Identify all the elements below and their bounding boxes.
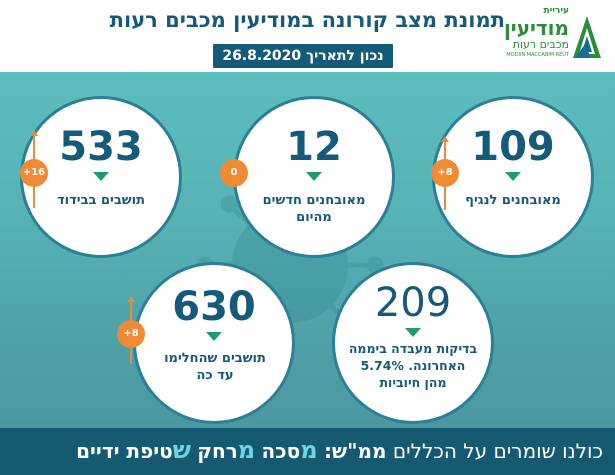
change-badge: +8 xyxy=(431,159,459,187)
logo-line-3: מכבים רעות xyxy=(512,38,569,51)
stat-number: 209 xyxy=(374,280,452,326)
footer-word-handwash: טיפת ידיים xyxy=(76,439,173,463)
change-badge: +16 xyxy=(20,159,48,187)
change-badge: 0 xyxy=(220,159,248,187)
footer-letter-mem-1: מ xyxy=(300,436,318,464)
arrow-up-icon xyxy=(30,130,38,136)
down-triangle-icon xyxy=(505,172,521,181)
stat-number: 533 xyxy=(59,124,143,170)
stat-recovered: 630 תושבים שהחלימו עד כה xyxy=(133,262,303,432)
stat-diagnosed: 109 מאובחנים לנגיף xyxy=(432,96,602,266)
footer-letter-mem-2: מ xyxy=(237,436,256,464)
stat-label: בדיקות מעבדה ביממה האחרונה. 5.74% מהן חי… xyxy=(348,341,478,390)
footer-word-distance: רחק xyxy=(197,439,238,463)
stat-number: 109 xyxy=(471,124,555,170)
stat-label: מאובחנים לנגיף xyxy=(465,193,561,208)
stat-label: תושבים שהחלימו עד כה xyxy=(164,351,266,383)
stat-new-diagnosed: 12 מאובחנים חדשים מהיום xyxy=(233,96,403,266)
arrow-up-icon xyxy=(127,296,135,302)
city-logo: עיריית מודיעין מכבים רעות MODIIN MACCABI… xyxy=(503,6,603,66)
stat-label: מאובחנים חדשים מהיום xyxy=(262,193,366,225)
stat-number: 12 xyxy=(286,124,342,170)
date-badge: נכון לתאריך 26.8.2020 xyxy=(213,44,393,68)
arrow-up-icon xyxy=(441,136,449,142)
footer-letter-shin: ש xyxy=(172,436,191,464)
stat-isolation: 533 תושבים בבידוד xyxy=(20,96,190,266)
footer-prefix: כולנו שומרים על הכללים xyxy=(392,439,603,463)
page-title: תמונת מצב קורונה במודיעין מכבים רעות xyxy=(109,8,505,32)
footer-slogan: כולנו שומרים על הכללים ממ"ש: מסכה מרחק ש… xyxy=(76,434,603,467)
stat-circle xyxy=(133,262,295,424)
down-triangle-icon xyxy=(206,332,222,341)
down-triangle-icon xyxy=(306,172,322,181)
change-badge: +8 xyxy=(117,320,145,348)
footer-word-mask: סכה xyxy=(261,439,301,463)
footer-acronym: ממ"ש: xyxy=(323,439,387,463)
header: תמונת מצב קורונה במודיעין מכבים רעות נכו… xyxy=(0,0,615,72)
down-triangle-icon xyxy=(405,328,421,337)
stat-label: תושבים בבידוד xyxy=(57,193,145,208)
logo-mark-icon xyxy=(573,16,601,58)
footer-banner: כולנו שומרים על הכללים ממ"ש: מסכה מרחק ש… xyxy=(0,428,615,475)
down-triangle-icon xyxy=(93,172,109,181)
stat-lab-tests: 209 בדיקות מעבדה ביממה האחרונה. 5.74% מה… xyxy=(332,262,502,432)
logo-line-4: MODIIN MACCABIM REUT xyxy=(506,52,569,58)
logo-line-2: מודיעין xyxy=(503,16,569,40)
stat-number: 630 xyxy=(172,284,256,330)
stat-circle xyxy=(332,262,494,424)
logo-line-1: עיריית xyxy=(543,6,569,16)
